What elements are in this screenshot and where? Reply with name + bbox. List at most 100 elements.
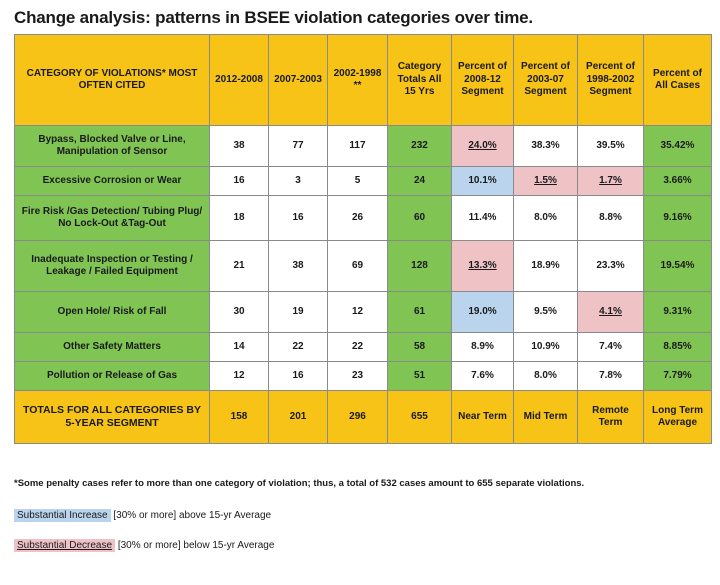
total-2007-2003: 201 xyxy=(268,390,328,444)
cell-category-total: 24 xyxy=(387,166,452,196)
total-all: 655 xyxy=(387,390,452,444)
cell-pct-all: 19.54% xyxy=(643,240,712,292)
total-2002-1998: 296 xyxy=(327,390,388,444)
cell-pct-all: 8.85% xyxy=(643,332,712,362)
cell-2012-2008: 14 xyxy=(209,332,269,362)
cell-category-total: 58 xyxy=(387,332,452,362)
cell-category-total: 61 xyxy=(387,291,452,333)
cell-pct-all: 9.31% xyxy=(643,291,712,333)
cell-2012-2008: 16 xyxy=(209,166,269,196)
cell-pct-1998-2002: 8.8% xyxy=(577,195,644,241)
header-category: CATEGORY OF VIOLATIONS* MOST OFTEN CITED xyxy=(14,34,210,126)
row-category: Pollution or Release of Gas xyxy=(14,361,210,391)
cell-pct-2003-07: 9.5% xyxy=(513,291,578,333)
table-row: Excessive Corrosion or Wear 16 3 5 24 10… xyxy=(14,166,712,196)
cell-pct-2008-12: 13.3% xyxy=(451,240,514,292)
table-row: Pollution or Release of Gas 12 16 23 51 … xyxy=(14,361,712,391)
cell-pct-2003-07: 38.3% xyxy=(513,125,578,167)
cell-2007-2003: 38 xyxy=(268,240,328,292)
footnote: *Some penalty cases refer to more than o… xyxy=(14,478,585,489)
decrease-value: 13.3% xyxy=(468,259,497,271)
cell-pct-2008-12: 8.9% xyxy=(451,332,514,362)
violations-table: CATEGORY OF VIOLATIONS* MOST OFTEN CITED… xyxy=(14,34,712,444)
cell-pct-2008-12: 10.1% xyxy=(451,166,514,196)
cell-pct-1998-2002: 23.3% xyxy=(577,240,644,292)
cell-pct-2003-07: 18.9% xyxy=(513,240,578,292)
cell-2012-2008: 30 xyxy=(209,291,269,333)
cell-2012-2008: 38 xyxy=(209,125,269,167)
cell-pct-2003-07: 8.0% xyxy=(513,195,578,241)
row-category: Other Safety Matters xyxy=(14,332,210,362)
cell-pct-1998-2002: 1.7% xyxy=(577,166,644,196)
header-2002-1998: 2002-1998 ** xyxy=(327,34,388,126)
cell-pct-2003-07: 8.0% xyxy=(513,361,578,391)
header-category-totals: Category Totals All 15 Yrs xyxy=(387,34,452,126)
table-row: Other Safety Matters 14 22 22 58 8.9% 10… xyxy=(14,332,712,362)
cell-category-total: 128 xyxy=(387,240,452,292)
totals-row: TOTALS FOR ALL CATEGORIES BY 5-YEAR SEGM… xyxy=(14,390,712,444)
header-pct-2003-07: Percent of 2003-07 Segment xyxy=(513,34,578,126)
totals-label: TOTALS FOR ALL CATEGORIES BY 5-YEAR SEGM… xyxy=(14,390,210,444)
legend-increase-text: [30% or more] above 15-yr Average xyxy=(113,510,272,521)
cell-2002-1998: 23 xyxy=(327,361,388,391)
cell-2012-2008: 18 xyxy=(209,195,269,241)
cell-2002-1998: 69 xyxy=(327,240,388,292)
cell-category-total: 232 xyxy=(387,125,452,167)
page-title: Change analysis: patterns in BSEE violat… xyxy=(14,8,533,27)
cell-pct-2003-07: 1.5% xyxy=(513,166,578,196)
table-row: Inadequate Inspection or Testing / Leaka… xyxy=(14,240,712,292)
header-pct-2008-12: Percent of 2008-12 Segment xyxy=(451,34,514,126)
header-pct-1998-2002: Percent of 1998-2002 Segment xyxy=(577,34,644,126)
cell-2002-1998: 22 xyxy=(327,332,388,362)
cell-pct-all: 7.79% xyxy=(643,361,712,391)
cell-2007-2003: 77 xyxy=(268,125,328,167)
cell-2007-2003: 16 xyxy=(268,361,328,391)
header-2007-2003: 2007-2003 xyxy=(268,34,328,126)
cell-2007-2003: 19 xyxy=(268,291,328,333)
cell-category-total: 51 xyxy=(387,361,452,391)
header-pct-all: Percent of All Cases xyxy=(643,34,712,126)
row-category: Excessive Corrosion or Wear xyxy=(14,166,210,196)
cell-pct-2003-07: 10.9% xyxy=(513,332,578,362)
cell-2002-1998: 12 xyxy=(327,291,388,333)
cell-pct-2008-12: 7.6% xyxy=(451,361,514,391)
term-mid: Mid Term xyxy=(513,390,578,444)
row-category: Inadequate Inspection or Testing / Leaka… xyxy=(14,240,210,292)
cell-pct-all: 3.66% xyxy=(643,166,712,196)
row-category: Fire Risk /Gas Detection/ Tubing Plug/ N… xyxy=(14,195,210,241)
decrease-value: 1.7% xyxy=(599,174,622,186)
cell-2002-1998: 26 xyxy=(327,195,388,241)
cell-pct-all: 9.16% xyxy=(643,195,712,241)
table-row: Open Hole/ Risk of Fall 30 19 12 61 19.0… xyxy=(14,291,712,333)
cell-2012-2008: 21 xyxy=(209,240,269,292)
cell-pct-2008-12: 11.4% xyxy=(451,195,514,241)
cell-2012-2008: 12 xyxy=(209,361,269,391)
cell-2007-2003: 22 xyxy=(268,332,328,362)
total-2012-2008: 158 xyxy=(209,390,269,444)
table-row: Bypass, Blocked Valve or Line, Manipulat… xyxy=(14,125,712,167)
cell-pct-2008-12: 24.0% xyxy=(451,125,514,167)
header-row: CATEGORY OF VIOLATIONS* MOST OFTEN CITED… xyxy=(14,34,712,126)
cell-pct-1998-2002: 4.1% xyxy=(577,291,644,333)
cell-pct-2008-12: 19.0% xyxy=(451,291,514,333)
cell-pct-1998-2002: 7.4% xyxy=(577,332,644,362)
cell-pct-1998-2002: 39.5% xyxy=(577,125,644,167)
cell-2007-2003: 16 xyxy=(268,195,328,241)
cell-2002-1998: 5 xyxy=(327,166,388,196)
term-near: Near Term xyxy=(451,390,514,444)
term-remote: Remote Term xyxy=(577,390,644,444)
cell-2007-2003: 3 xyxy=(268,166,328,196)
legend-increase: Substantial Increase [30% or more] above… xyxy=(14,509,272,522)
cell-2002-1998: 117 xyxy=(327,125,388,167)
legend-decrease-text: [30% or more] below 15-yr Average xyxy=(117,540,275,551)
cell-pct-all: 35.42% xyxy=(643,125,712,167)
legend-decrease: Substantial Decrease [30% or more] below… xyxy=(14,539,275,552)
cell-category-total: 60 xyxy=(387,195,452,241)
cell-pct-1998-2002: 7.8% xyxy=(577,361,644,391)
decrease-value: 24.0% xyxy=(468,139,497,151)
row-category: Open Hole/ Risk of Fall xyxy=(14,291,210,333)
header-2012-2008: 2012-2008 xyxy=(209,34,269,126)
table-row: Fire Risk /Gas Detection/ Tubing Plug/ N… xyxy=(14,195,712,241)
decrease-value: 1.5% xyxy=(534,174,557,186)
